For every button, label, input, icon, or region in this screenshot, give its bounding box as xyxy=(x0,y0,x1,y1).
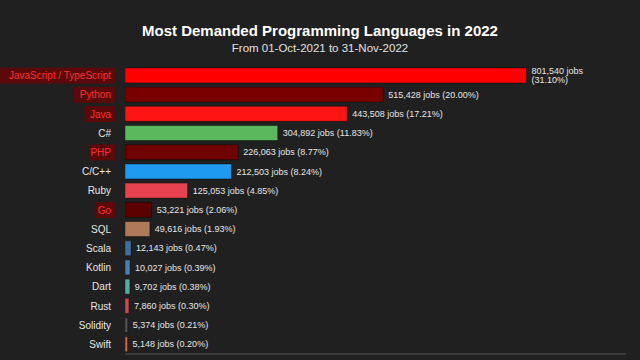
html-text:Most Demanded Programming Lang: Most Demanded Programming Languages in 2… xyxy=(142,22,498,39)
svg-text:12,143 jobs (0.47%): 12,143 jobs (0.47%) xyxy=(136,243,217,253)
svg-text:Go: Go xyxy=(98,205,112,216)
svg-text:5,374 jobs (0.21%): 5,374 jobs (0.21%) xyxy=(133,320,209,330)
svg-text:Dart: Dart xyxy=(92,281,111,292)
svg-text:Kotlin: Kotlin xyxy=(86,262,111,273)
svg-text:212,503 jobs (8.24%): 212,503 jobs (8.24%) xyxy=(236,167,322,177)
svg-text:Rust: Rust xyxy=(90,301,111,312)
svg-text:PHP: PHP xyxy=(90,147,111,158)
svg-text:9,702 jobs (0.38%): 9,702 jobs (0.38%) xyxy=(135,282,211,292)
svg-text:49,616 jobs (1.93%): 49,616 jobs (1.93%) xyxy=(155,224,236,234)
svg-text:C/C++: C/C++ xyxy=(82,166,111,177)
svg-text:Scala: Scala xyxy=(86,243,111,254)
svg-text:5,148 jobs (0.20%): 5,148 jobs (0.20%) xyxy=(133,339,209,349)
svg-text:443,508 jobs (17.21%): 443,508 jobs (17.21%) xyxy=(352,109,443,119)
svg-text:10,027 jobs (0.39%): 10,027 jobs (0.39%) xyxy=(135,263,216,273)
svg-text:7,860 jobs (0.30%): 7,860 jobs (0.30%) xyxy=(134,301,210,311)
svg-text:515,428 jobs (20.00%): 515,428 jobs (20.00%) xyxy=(388,90,479,100)
svg-text:Ruby: Ruby xyxy=(88,185,111,196)
svg-text:53,221 jobs (2.06%): 53,221 jobs (2.06%) xyxy=(157,205,238,215)
svg-text:Solidity: Solidity xyxy=(79,320,111,331)
svg-text:801,540 jobs(31.10%): 801,540 jobs(31.10%) xyxy=(532,66,584,85)
svg-text:SQL: SQL xyxy=(91,224,111,235)
svg-text:C#: C# xyxy=(98,128,111,139)
svg-text:Java: Java xyxy=(90,109,112,120)
html-text:From 01-Oct-2021 to 31-Nov-202: From 01-Oct-2021 to 31-Nov-2022 xyxy=(231,42,409,54)
svg-text:JavaScript / TypeScript: JavaScript / TypeScript xyxy=(9,70,111,81)
svg-text:304,892 jobs (11.83%): 304,892 jobs (11.83%) xyxy=(283,128,373,138)
svg-text:Swift: Swift xyxy=(89,339,111,350)
svg-text:Python: Python xyxy=(80,89,111,100)
svg-text:226,063 jobs (8.77%): 226,063 jobs (8.77%) xyxy=(243,147,329,157)
svg-text:125,053 jobs (4.85%): 125,053 jobs (4.85%) xyxy=(193,186,279,196)
